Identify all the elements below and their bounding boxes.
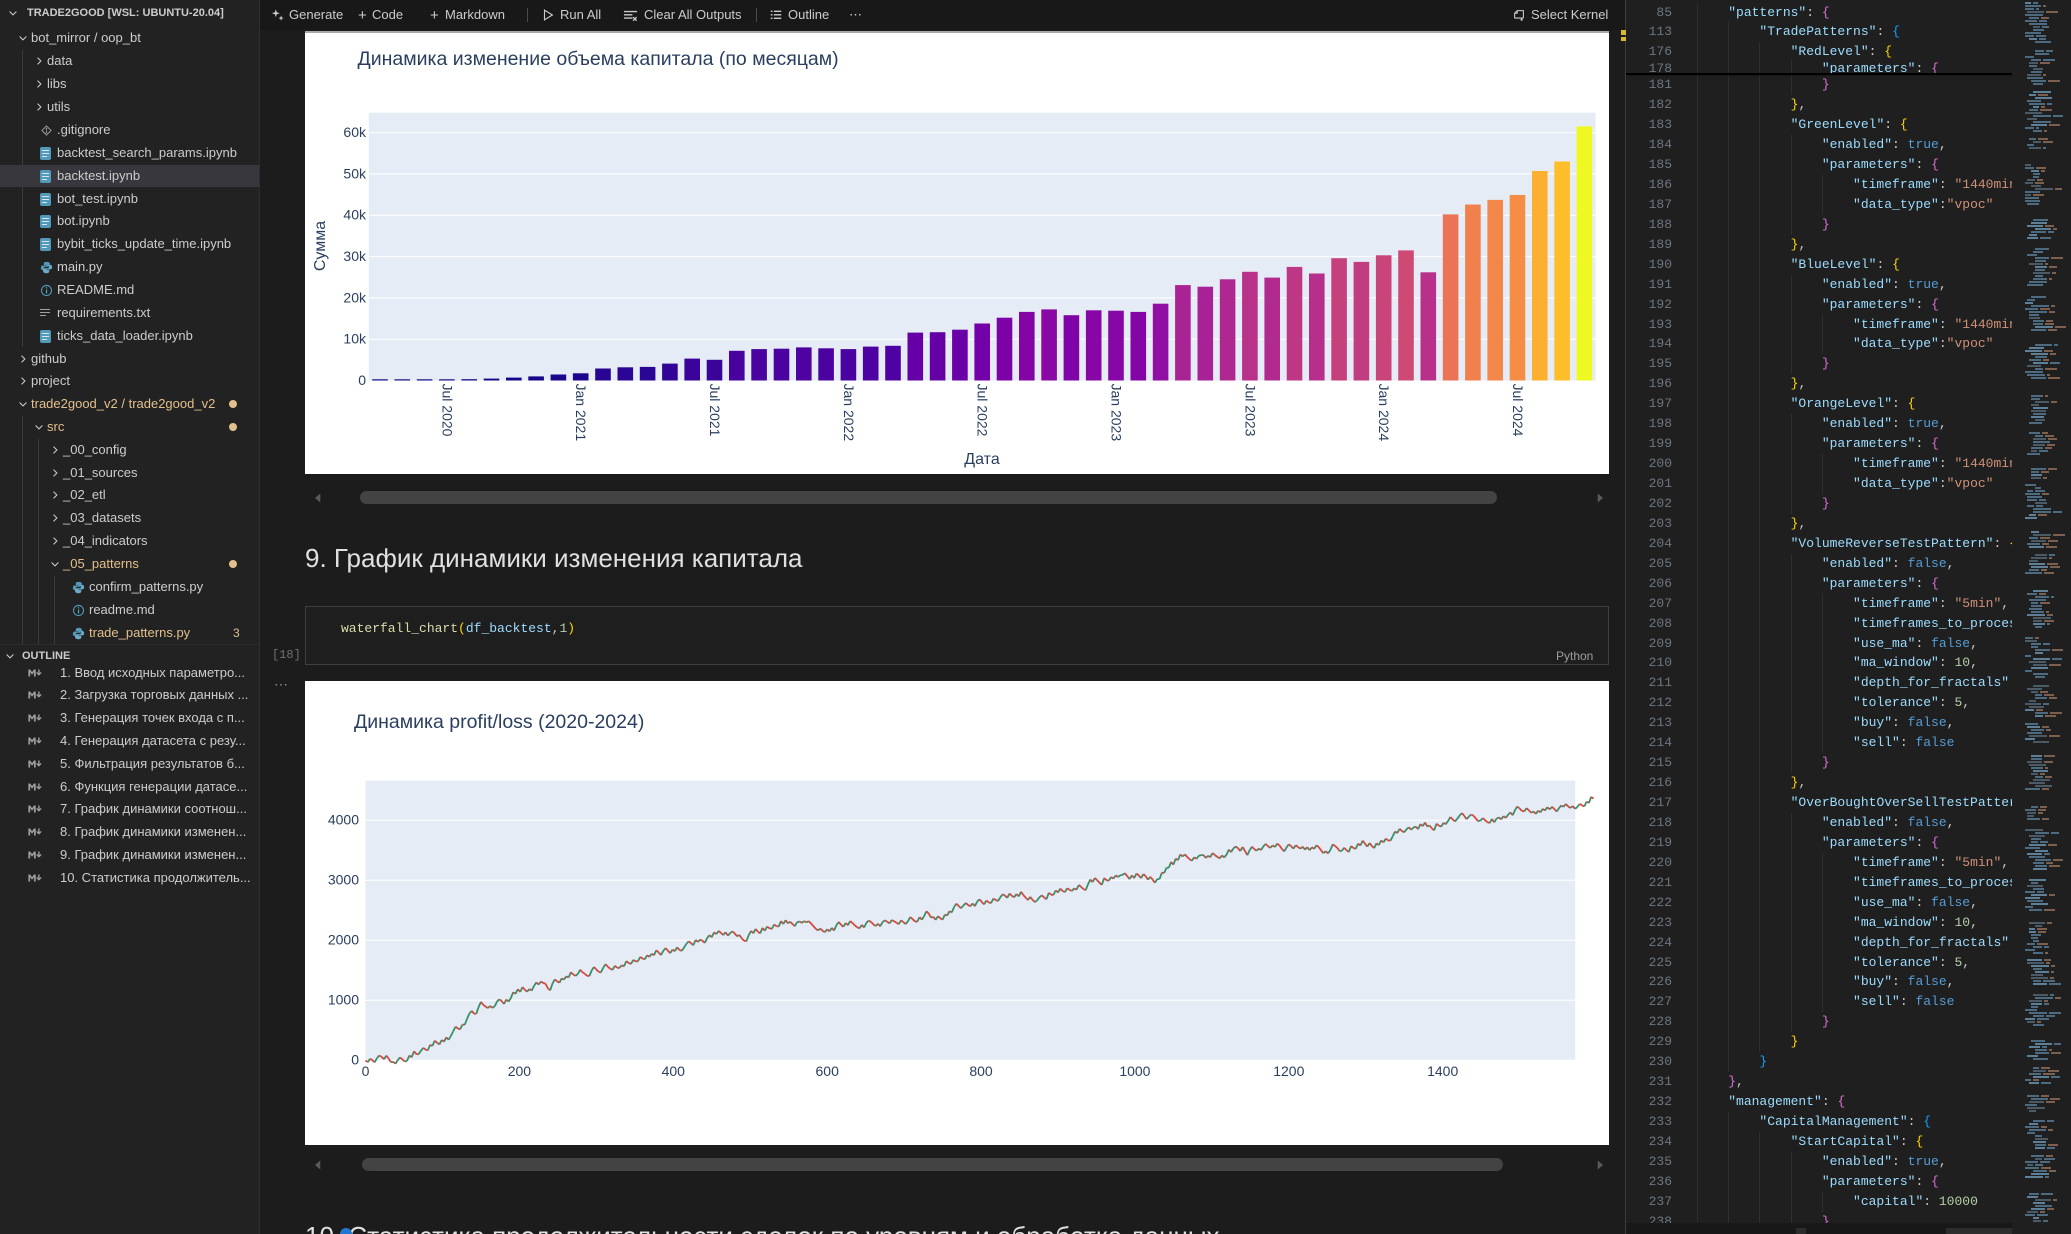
svg-text:Jul 2023: Jul 2023 [1242, 384, 1258, 437]
svg-text:200: 200 [508, 1063, 532, 1079]
svg-text:3000: 3000 [328, 872, 359, 888]
svg-text:Сумма: Сумма [312, 221, 329, 271]
svg-text:Jan 2024: Jan 2024 [1376, 384, 1392, 442]
svg-text:20k: 20k [343, 289, 367, 305]
svg-text:Динамика profit/loss (2020-202: Динамика profit/loss (2020-2024) [354, 711, 644, 733]
svg-text:0: 0 [358, 372, 366, 388]
svg-text:0: 0 [362, 1063, 370, 1079]
svg-text:60k: 60k [343, 124, 367, 140]
svg-text:Jan 2022: Jan 2022 [841, 384, 857, 442]
svg-text:Jul 2021: Jul 2021 [707, 384, 723, 437]
svg-text:Jan 2021: Jan 2021 [573, 384, 589, 442]
svg-text:Jul 2024: Jul 2024 [1510, 384, 1526, 437]
svg-text:1400: 1400 [1427, 1063, 1458, 1079]
svg-text:Jan 2023: Jan 2023 [1109, 384, 1125, 442]
svg-text:10k: 10k [343, 331, 367, 347]
svg-text:600: 600 [816, 1063, 840, 1079]
svg-text:Дата: Дата [964, 451, 1000, 468]
svg-text:Динамика изменение объема капи: Динамика изменение объема капитала (по м… [358, 48, 839, 70]
svg-text:1200: 1200 [1273, 1063, 1304, 1079]
svg-text:800: 800 [969, 1063, 993, 1079]
svg-text:1000: 1000 [1119, 1063, 1150, 1079]
svg-text:2000: 2000 [328, 932, 359, 948]
svg-text:30k: 30k [343, 248, 367, 264]
svg-text:0: 0 [351, 1052, 359, 1068]
svg-text:4000: 4000 [328, 812, 359, 828]
svg-text:Jul 2022: Jul 2022 [975, 384, 991, 437]
svg-text:400: 400 [662, 1063, 686, 1079]
svg-text:Jul 2020: Jul 2020 [439, 384, 455, 437]
svg-text:40k: 40k [343, 207, 367, 223]
svg-text:1000: 1000 [328, 992, 359, 1008]
svg-text:50k: 50k [343, 165, 367, 181]
